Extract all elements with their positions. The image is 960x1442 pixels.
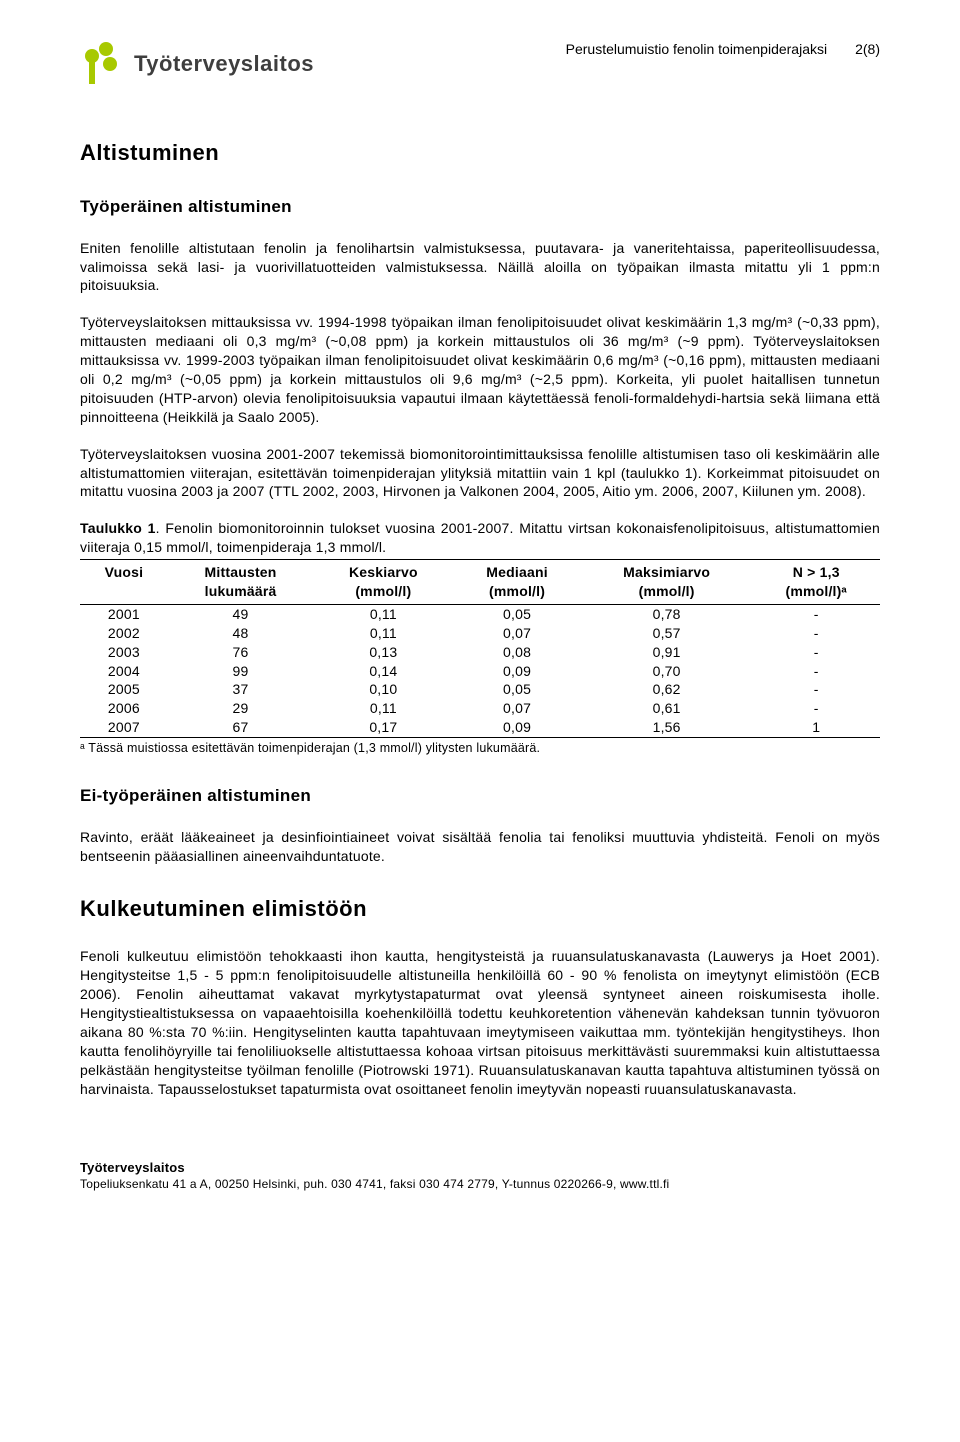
table-row: 2002480,110,070,57-: [80, 624, 880, 643]
heading-tyoperainen: Työperäinen altistuminen: [80, 196, 880, 219]
table-cell: 0,62: [581, 680, 753, 699]
table-caption-bold: Taulukko 1: [80, 520, 156, 536]
table-cell: 2007: [80, 718, 168, 737]
table-cell: 2003: [80, 643, 168, 662]
footer-org: Työterveyslaitos: [80, 1159, 880, 1177]
col-maksimiarvo: Maksimiarvo(mmol/l): [581, 560, 753, 605]
heading-ei-tyoperainen: Ei-työperäinen altistuminen: [80, 785, 880, 808]
table-cell: 0,07: [453, 624, 580, 643]
table-cell: 2002: [80, 624, 168, 643]
table-cell: -: [752, 604, 880, 623]
table-cell: 0,10: [313, 680, 453, 699]
table-cell: 2001: [80, 604, 168, 623]
table-cell: 76: [168, 643, 314, 662]
col-mediaani: Mediaani(mmol/l): [453, 560, 580, 605]
table-cell: 1: [752, 718, 880, 737]
table-cell: 0,57: [581, 624, 753, 643]
col-vuosi: Vuosi: [80, 560, 168, 605]
table-cell: 37: [168, 680, 314, 699]
table-cell: 0,11: [313, 604, 453, 623]
paragraph-3: Työterveyslaitoksen vuosina 2001-2007 te…: [80, 445, 880, 502]
table-cell: -: [752, 662, 880, 681]
table-cell: 0,61: [581, 699, 753, 718]
footer-address: Topeliuksenkatu 41 a A, 00250 Helsinki, …: [80, 1176, 880, 1192]
table-cell: 0,14: [313, 662, 453, 681]
logo-text: Työterveyslaitos: [134, 49, 314, 79]
logo-block: Työterveyslaitos: [80, 40, 314, 88]
table-cell: -: [752, 699, 880, 718]
table-cell: 1,56: [581, 718, 753, 737]
table-cell: 29: [168, 699, 314, 718]
page-indicator: 2(8): [855, 40, 880, 59]
table-cell: 0,05: [453, 604, 580, 623]
heading-kulkeutuminen: Kulkeutuminen elimistöön: [80, 894, 880, 924]
results-table: Vuosi Mittaustenlukumäärä Keskiarvo(mmol…: [80, 559, 880, 738]
table-cell: 2005: [80, 680, 168, 699]
paragraph-1: Eniten fenolille altistutaan fenolin ja …: [80, 239, 880, 296]
table-cell: 0,09: [453, 662, 580, 681]
table-row: 2005370,100,050,62-: [80, 680, 880, 699]
table-cell: 0,09: [453, 718, 580, 737]
table-caption: Taulukko 1. Fenolin biomonitoroinnin tul…: [80, 519, 880, 557]
table-cell: 0,78: [581, 604, 753, 623]
table-cell: 0,11: [313, 624, 453, 643]
col-keskiarvo: Keskiarvo(mmol/l): [313, 560, 453, 605]
table-row: 2006290,110,070,61-: [80, 699, 880, 718]
table-cell: -: [752, 680, 880, 699]
logo-icon: [80, 40, 128, 88]
paragraph-4: Ravinto, eräät lääkeaineet ja desinfioin…: [80, 828, 880, 866]
page-header: Työterveyslaitos Perustelumuistio fenoli…: [80, 40, 880, 88]
table-row: 2003760,130,080,91-: [80, 643, 880, 662]
table-row: 2001490,110,050,78-: [80, 604, 880, 623]
table-cell: 0,13: [313, 643, 453, 662]
table-cell: 0,11: [313, 699, 453, 718]
table-cell: 2006: [80, 699, 168, 718]
page-footer: Työterveyslaitos Topeliuksenkatu 41 a A,…: [80, 1159, 880, 1193]
table-row: 2004990,140,090,70-: [80, 662, 880, 681]
paragraph-2: Työterveyslaitoksen mittauksissa vv. 199…: [80, 313, 880, 426]
table-cell: -: [752, 643, 880, 662]
table-cell: 0,08: [453, 643, 580, 662]
table-cell: 2004: [80, 662, 168, 681]
table-cell: 0,91: [581, 643, 753, 662]
doc-title-line: Perustelumuistio fenolin toimenpiderajak…: [566, 40, 880, 59]
table-cell: 67: [168, 718, 314, 737]
table-header-row: Vuosi Mittaustenlukumäärä Keskiarvo(mmol…: [80, 560, 880, 605]
col-mittausten: Mittaustenlukumäärä: [168, 560, 314, 605]
table-cell: 0,17: [313, 718, 453, 737]
table-cell: 0,70: [581, 662, 753, 681]
table-cell: 0,05: [453, 680, 580, 699]
table-cell: -: [752, 624, 880, 643]
table-footnote: ᵃ Tässä muistiossa esitettävän toimenpid…: [80, 740, 880, 757]
table-cell: 48: [168, 624, 314, 643]
table-caption-rest: . Fenolin biomonitoroinnin tulokset vuos…: [80, 520, 880, 555]
doc-title: Perustelumuistio fenolin toimenpiderajak…: [566, 40, 827, 59]
heading-altistuminen: Altistuminen: [80, 138, 880, 168]
table-cell: 99: [168, 662, 314, 681]
table-row: 2007670,170,091,561: [80, 718, 880, 737]
paragraph-5: Fenoli kulkeutuu elimistöön tehokkaasti …: [80, 947, 880, 1098]
col-ylitykset: N > 1,3(mmol/l)ᵃ: [752, 560, 880, 605]
table-cell: 0,07: [453, 699, 580, 718]
table-cell: 49: [168, 604, 314, 623]
